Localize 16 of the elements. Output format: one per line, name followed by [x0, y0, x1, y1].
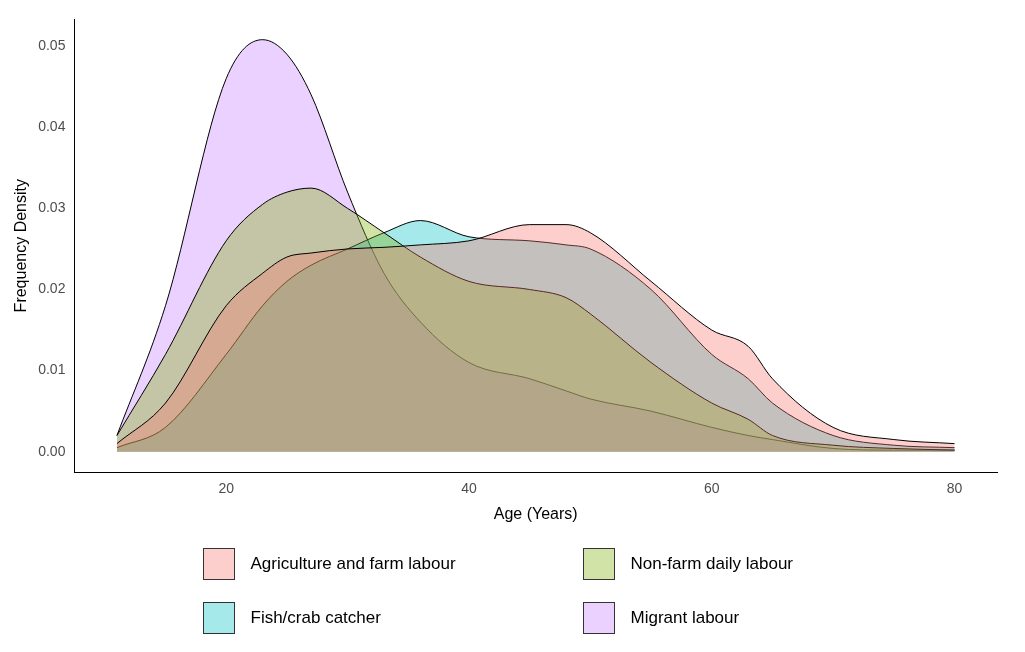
x-tick-label: 60: [703, 480, 720, 497]
y-tick-label: 0.01: [38, 361, 66, 378]
legend-label: Agriculture and farm labour: [250, 554, 456, 574]
x-tick-label: 40: [461, 480, 477, 497]
x-tick-label: 80: [946, 480, 963, 497]
y-tick-label: 0.04: [38, 118, 66, 135]
y-tick-label: 0.02: [38, 280, 66, 297]
y-tick-label: 0.00: [38, 442, 66, 459]
y-axis-title: Frequency Density: [12, 179, 30, 313]
x-axis-title: Age (Years): [493, 504, 578, 522]
legend-label: Fish/crab catcher: [250, 608, 381, 628]
legend-label: Non-farm daily labour: [630, 554, 794, 574]
y-tick-label: 0.03: [38, 199, 66, 216]
x-tick-label: 20: [218, 480, 235, 497]
y-tick-label: 0.05: [38, 37, 66, 54]
legend-label: Migrant labour: [630, 608, 740, 628]
